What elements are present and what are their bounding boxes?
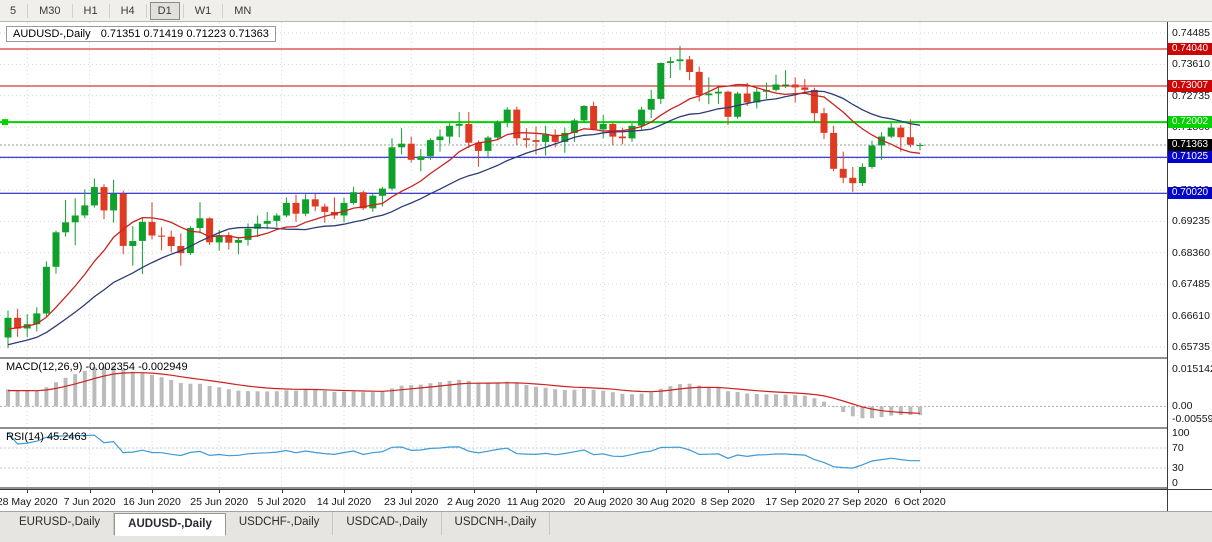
time-tick: [344, 490, 345, 493]
date-label: 5 Jul 2020: [257, 496, 306, 508]
price-tick-label: 0.74485: [1172, 27, 1210, 39]
hline-price-label: 0.73007: [1168, 80, 1212, 92]
hline-price-label: 0.72002: [1168, 116, 1212, 129]
date-label: 25 Jun 2020: [190, 496, 249, 508]
rsi-line: [7, 432, 920, 469]
tab-usdcnh-daily[interactable]: USDCNH-,Daily: [442, 512, 551, 535]
time-tick: [536, 490, 537, 493]
time-tick: [920, 490, 921, 493]
date-label: 7 Jun 2020: [63, 496, 116, 508]
price-tick-label: 0.69235: [1172, 215, 1210, 228]
chart-tab-bar: EURUSD-,Daily AUDUSD-,Daily USDCHF-,Dail…: [0, 511, 1212, 542]
pane-splitter[interactable]: [0, 427, 1212, 429]
price-tick-label: 0.67485: [1172, 278, 1210, 291]
macd-axis-zero: 0.00: [1172, 400, 1193, 413]
price-tick-label: 0.72735: [1172, 89, 1210, 102]
rsi-axis-label: 70: [1172, 442, 1184, 454]
hline-price-label: 0.74040: [1168, 43, 1212, 55]
timeframe-button-h1[interactable]: H1: [76, 2, 106, 20]
date-label: 27 Sep 2020: [827, 496, 888, 508]
time-tick: [665, 490, 667, 493]
macd-axis-max: 0.015142: [1172, 363, 1212, 375]
price-tick-label: 0.66610: [1172, 309, 1210, 322]
candles-group: [4, 45, 924, 349]
timeframe-button-m5[interactable]: 5: [2, 2, 24, 20]
current-price-label: 0.71363: [1168, 139, 1212, 151]
rsi-axis-label: 30: [1172, 462, 1184, 474]
price-axis[interactable]: 0.744850.736100.727350.718600.709850.701…: [1167, 22, 1212, 489]
toolbar-separator: [145, 3, 147, 18]
timeframe-toolbar: 5 M30 H1 H4 D1 W1 MN: [0, 0, 1212, 22]
axis-separator: [1167, 489, 1168, 511]
ma-fast-line: [7, 83, 921, 330]
toolbar-separator: [108, 3, 110, 18]
date-label: 20 Aug 2020: [573, 496, 633, 508]
rsi-indicator-pane[interactable]: RSI(14) 45.2463: [0, 429, 1167, 487]
ma-slow-line: [7, 90, 921, 346]
chart-symbol-period: AUDUSD-,Daily: [13, 28, 91, 40]
date-label: 23 Jul 2020: [384, 496, 439, 508]
time-tick: [728, 490, 729, 493]
hline-price-label: 0.70020: [1168, 187, 1212, 200]
date-label: 14 Jul 2020: [316, 496, 372, 508]
price-tick-label: 0.68360: [1172, 246, 1210, 259]
timeframe-button-mn[interactable]: MN: [226, 2, 259, 20]
date-label: 28 May 2020: [0, 496, 58, 508]
line-handle: [2, 119, 8, 126]
toolbar-separator: [182, 3, 184, 18]
macd-axis-min: -0.005595: [1172, 413, 1212, 425]
macd-histogram: [6, 365, 922, 419]
price-tick-label: 0.73610: [1172, 58, 1210, 71]
rsi-indicator-label: RSI(14) 45.2463: [6, 431, 87, 443]
time-tick: [411, 490, 413, 493]
tab-usdcad-daily[interactable]: USDCAD-,Daily: [333, 512, 442, 535]
date-label: 2 Aug 2020: [447, 496, 501, 508]
time-tick: [795, 490, 797, 493]
rsi-chart[interactable]: [0, 429, 1167, 487]
toolbar-separator: [222, 3, 224, 18]
toolbar-separator: [71, 3, 73, 18]
time-tick: [857, 490, 859, 493]
pane-splitter[interactable]: [0, 487, 1212, 489]
date-label: 8 Sep 2020: [701, 496, 755, 508]
timeframe-button-m30[interactable]: M30: [31, 2, 68, 20]
rsi-axis-label: 0: [1172, 477, 1178, 489]
rsi-axis-label: 100: [1172, 427, 1190, 439]
pane-splitter[interactable]: [0, 357, 1212, 359]
time-tick: [27, 490, 29, 493]
timeframe-button-d1[interactable]: D1: [149, 1, 180, 20]
chart-ohlc-title: AUDUSD-,Daily 0.71351 0.71419 0.71223 0.…: [6, 26, 276, 42]
price-chart-pane[interactable]: AUDUSD-,Daily 0.71351 0.71419 0.71223 0.…: [0, 22, 1167, 357]
date-label: 6 Oct 2020: [894, 496, 946, 508]
time-tick: [473, 490, 475, 493]
date-label: 30 Aug 2020: [636, 496, 696, 508]
tab-eurusd-daily[interactable]: EURUSD-,Daily: [6, 512, 115, 535]
macd-signal-line: [8, 372, 921, 414]
date-label: 16 Jun 2020: [123, 496, 181, 508]
tab-audusd-daily[interactable]: AUDUSD-,Daily: [114, 513, 226, 536]
time-tick: [152, 490, 153, 493]
toolbar-separator: [27, 3, 29, 18]
date-label: 17 Sep 2020: [765, 496, 825, 508]
time-tick: [219, 490, 221, 493]
time-axis[interactable]: 28 May 2020 7 Jun 2020 16 Jun 2020 25 Jun 2…: [0, 489, 1212, 511]
time-tick: [89, 490, 91, 493]
tab-usdchf-daily[interactable]: USDCHF-,Daily: [226, 512, 334, 535]
time-tick: [603, 490, 605, 493]
candlestick-chart[interactable]: [0, 22, 1167, 357]
hline-price-label: 0.71025: [1168, 151, 1212, 164]
timeframe-button-w1[interactable]: W1: [187, 2, 220, 20]
macd-indicator-label: MACD(12,26,9) -0.002354 -0.002949: [6, 361, 188, 373]
chart-ohlc-values: 0.71351 0.71419 0.71223 0.71363: [100, 28, 269, 40]
macd-chart[interactable]: [0, 359, 1167, 427]
date-label: 11 Aug 2020: [506, 496, 566, 508]
macd-indicator-pane[interactable]: MACD(12,26,9) -0.002354 -0.002949: [0, 359, 1167, 427]
timeframe-button-h4[interactable]: H4: [113, 2, 143, 20]
time-tick: [281, 490, 283, 493]
price-tick-label: 0.65735: [1172, 341, 1210, 353]
